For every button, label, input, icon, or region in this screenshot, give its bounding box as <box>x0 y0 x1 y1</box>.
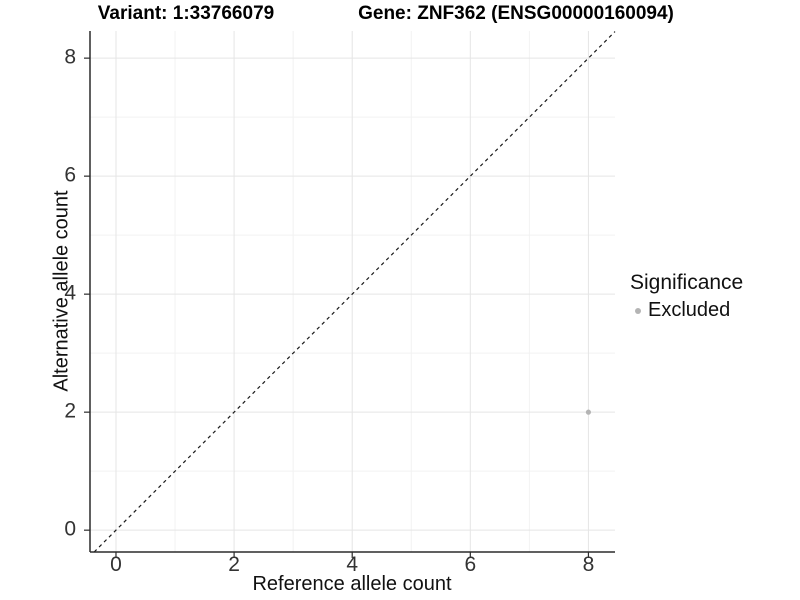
data-point <box>585 409 592 415</box>
x-tick-label: 2 <box>228 553 240 576</box>
legend: Significance Excluded <box>630 271 743 322</box>
legend-point-icon <box>635 307 641 314</box>
y-tick-label: 6 <box>64 163 76 187</box>
y-tick-label: 8 <box>64 45 76 69</box>
legend-item-excluded: Excluded <box>630 299 743 322</box>
legend-item-label: Excluded <box>648 299 731 321</box>
y-axis-title: Alternative allele count <box>50 190 73 392</box>
identity-line <box>93 31 616 553</box>
x-axis-title: Reference allele count <box>252 573 452 595</box>
x-tick-label: 8 <box>582 553 595 576</box>
y-tick-label: 4 <box>64 281 76 305</box>
plot-title-variant: Variant: 1:33766079 <box>97 3 275 24</box>
x-tick-label: 4 <box>346 553 359 576</box>
plot-title-gene: Gene: ZNF362 (ENSG00000160094) <box>358 3 674 24</box>
y-tick-label: 2 <box>64 399 76 423</box>
x-tick-label: 6 <box>464 553 477 576</box>
y-tick-label: 0 <box>64 517 76 541</box>
legend-title: Significance <box>630 271 744 294</box>
x-tick-label: 0 <box>110 553 122 576</box>
